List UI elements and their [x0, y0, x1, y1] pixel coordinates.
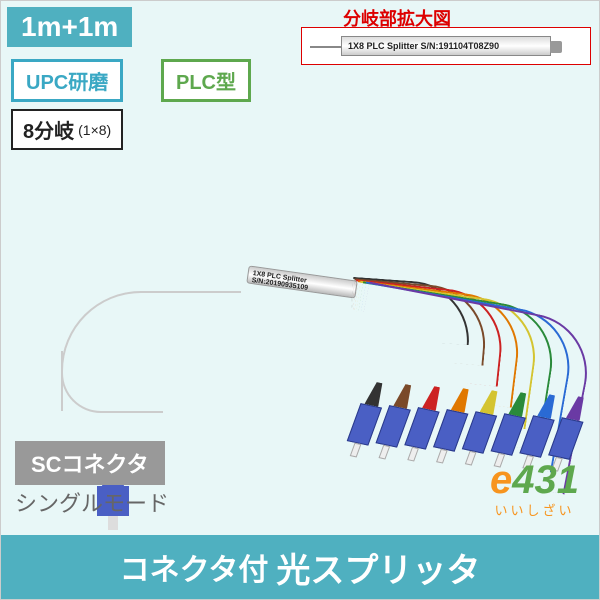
connector-boot: [566, 395, 588, 421]
product-title-bar: コネクタ付 光スプリッタ: [1, 535, 599, 599]
connector-boot: [508, 391, 530, 417]
connector-ferrule: [464, 451, 476, 466]
logo-num: 431: [512, 458, 579, 502]
plc-type-tag: PLC型: [161, 59, 251, 102]
connector-boot: [393, 383, 415, 409]
connector-ferrule: [436, 449, 448, 464]
connector-boot: [480, 389, 502, 415]
connector-boot: [364, 381, 386, 407]
connector-boot: [451, 387, 473, 413]
zoom-box: 1X8 PLC Splitter S/N:191104T08Z90: [301, 27, 591, 65]
logo-e: e: [490, 458, 512, 502]
zoom-splitter-body: 1X8 PLC Splitter S/N:191104T08Z90: [341, 36, 551, 56]
connector-boot: [537, 393, 559, 419]
title-main: 光スプリッタ: [276, 543, 480, 592]
product-diagram: 1X8 PLC Splitter S/N:20190935109: [31, 121, 571, 461]
connector-ferrule: [349, 443, 361, 458]
logo-subtitle: いいしざい: [490, 500, 579, 519]
connector-ferrule: [407, 447, 419, 462]
logo-mark: e431: [490, 460, 579, 500]
size-tag: 1m+1m: [7, 7, 132, 47]
title-prefix: コネクタ付: [120, 545, 269, 589]
connector-boot: [422, 385, 444, 411]
mode-label: シングルモード: [15, 486, 169, 518]
input-fiber: [61, 291, 241, 411]
brand-logo: e431 いいしざい: [490, 460, 579, 519]
sc-connector-tag: SCコネクタ: [15, 441, 165, 485]
connector-ferrule: [378, 445, 390, 460]
plc-splitter-tube: 1X8 PLC Splitter S/N:20190935109: [246, 265, 357, 298]
upc-tag: UPC研磨: [11, 59, 123, 102]
connector-ferrule: [108, 516, 118, 530]
